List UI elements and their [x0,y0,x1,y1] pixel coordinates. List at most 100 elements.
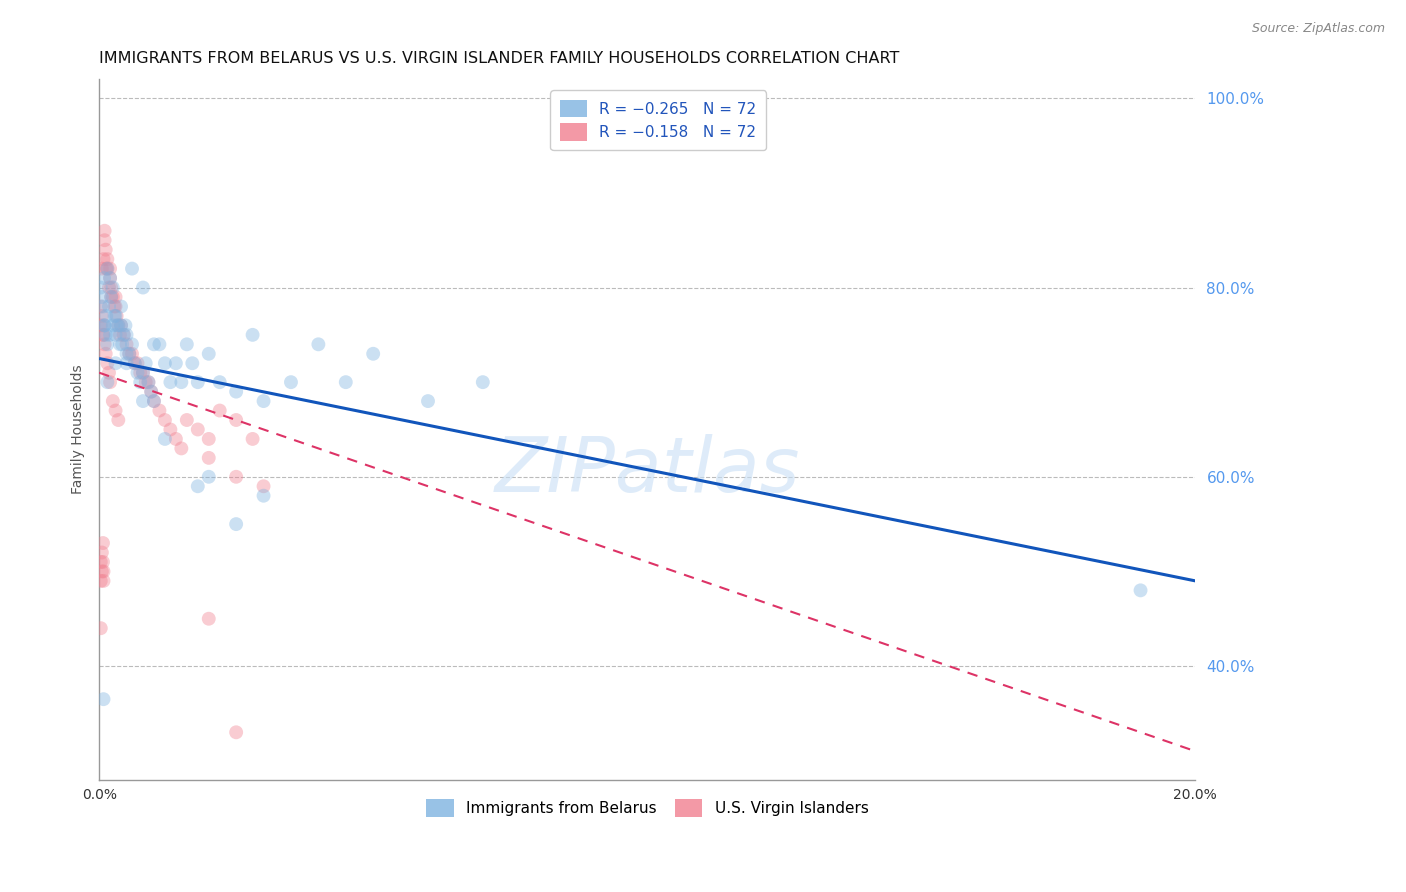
Point [132,366,155,380]
Point [252,489,274,503]
Point [110,300,132,314]
Point [132,280,155,294]
Point [91,327,114,342]
Point [181,356,204,370]
Point [112,327,135,342]
Point [307,337,329,351]
Point [416,394,439,409]
Point [96,261,118,276]
Point [197,432,219,446]
Point [129,375,152,389]
Point [101,280,124,294]
Point [118,347,141,361]
Point [98,271,121,285]
Point [115,337,138,351]
Point [104,356,127,370]
Point [90,300,112,314]
Point [93,574,115,588]
Point [115,327,138,342]
Legend: Immigrants from Belarus, U.S. Virgin Islanders: Immigrants from Belarus, U.S. Virgin Isl… [419,791,876,824]
Point [93,327,115,342]
Point [108,337,131,351]
Point [121,261,143,276]
Point [93,318,115,333]
Point [110,318,132,333]
Point [110,318,132,333]
Point [98,271,121,285]
Point [93,271,115,285]
Point [103,309,125,323]
Point [176,337,198,351]
Point [115,356,138,370]
Text: IMMIGRANTS FROM BELARUS VS U.S. VIRGIN ISLANDER FAMILY HOUSEHOLDS CORRELATION CH: IMMIGRANTS FROM BELARUS VS U.S. VIRGIN I… [100,51,900,66]
Point [100,280,122,294]
Point [104,327,127,342]
Point [93,318,115,333]
Point [142,337,165,351]
Point [208,375,231,389]
Point [1129,583,1152,598]
Point [335,375,357,389]
Point [141,384,163,399]
Point [90,318,112,333]
Point [93,252,115,267]
Point [96,356,118,370]
Point [96,337,118,351]
Point [111,337,134,351]
Text: Source: ZipAtlas.com: Source: ZipAtlas.com [1251,22,1385,36]
Point [104,309,127,323]
Point [121,337,143,351]
Point [103,300,125,314]
Point [135,356,157,370]
Point [98,300,121,314]
Point [170,375,193,389]
Point [129,366,152,380]
Point [104,300,127,314]
Point [138,375,160,389]
Point [98,375,121,389]
Point [159,422,181,436]
Point [94,243,117,257]
Point [197,470,219,484]
Point [101,394,124,409]
Point [153,356,176,370]
Point [115,347,138,361]
Y-axis label: Family Households: Family Households [72,365,86,494]
Point [176,413,198,427]
Point [90,545,112,559]
Point [90,621,112,635]
Point [187,375,209,389]
Point [98,261,121,276]
Point [197,612,219,626]
Point [90,280,112,294]
Point [361,347,384,361]
Point [114,318,136,333]
Point [159,375,181,389]
Point [100,290,122,304]
Point [153,432,176,446]
Point [127,366,149,380]
Point [98,366,121,380]
Point [165,356,187,370]
Point [148,403,170,417]
Point [118,347,141,361]
Point [252,479,274,493]
Point [225,384,247,399]
Point [138,375,160,389]
Point [93,233,115,247]
Point [107,318,129,333]
Point [96,375,118,389]
Point [96,309,118,323]
Point [91,555,114,569]
Point [96,261,118,276]
Point [165,432,187,446]
Point [471,375,494,389]
Point [208,403,231,417]
Point [101,318,124,333]
Point [101,290,124,304]
Point [124,356,146,370]
Point [121,347,143,361]
Point [90,565,112,579]
Point [98,280,121,294]
Point [91,536,114,550]
